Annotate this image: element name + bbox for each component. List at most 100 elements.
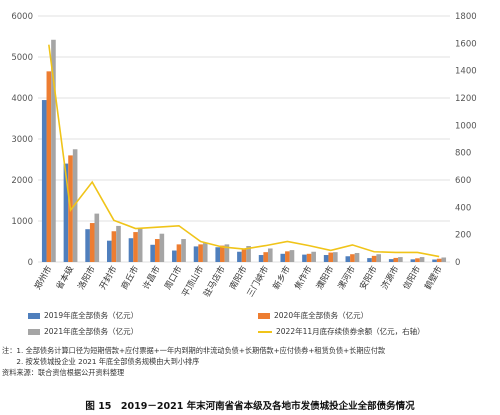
- bar-2020-12: [306, 253, 312, 262]
- y-right-tick-label: 1800: [455, 12, 477, 22]
- bar-2019-11: [280, 253, 286, 262]
- bar-2019-3: [106, 240, 112, 262]
- x-category-label: 南阳市: [227, 264, 250, 292]
- y-left-tick-label: 5000: [11, 53, 33, 63]
- bar-2019-2: [85, 229, 90, 262]
- legend-swatch-2022-line: [258, 330, 272, 333]
- bar-2020-8: [220, 245, 225, 262]
- x-category-label: 漯河市: [336, 264, 359, 292]
- y-right-tick-label: 1400: [455, 67, 477, 77]
- figure-caption: 图 15 2019－2021 年末河南省省本级及各地市发债城投企业全部债务情况: [85, 401, 415, 412]
- chart-notes: 注：1. 全部债务计算口径为短期借款+应付票据+一年内到期的非流动负债+长期借款…: [2, 345, 498, 378]
- y-left-tick-label: 1000: [11, 217, 33, 227]
- bar-2021-15: [376, 254, 382, 262]
- x-category-label: 鹤壁市: [422, 264, 445, 292]
- bar-2021-11: [289, 250, 295, 262]
- line-series-2022: [48, 44, 440, 258]
- x-category-label: 济源市: [379, 264, 402, 292]
- y-right-tick-label: 800: [455, 149, 471, 159]
- bar-2019-14: [345, 256, 351, 262]
- x-category-label: 濮阳市: [314, 264, 337, 292]
- bar-2021-14: [354, 252, 360, 262]
- bar-2019-13: [323, 255, 329, 262]
- y-right-tick-label: 1000: [455, 121, 477, 131]
- y-left-tick-label: 3000: [11, 135, 33, 145]
- bar-2021-9: [246, 246, 251, 262]
- bar-2020-0: [46, 71, 52, 262]
- note-line-2: 2. 按发债城投企业 2021 年底全部债务规模由大到小排序: [2, 357, 200, 366]
- bar-2020-17: [415, 258, 420, 262]
- legend-item-2020: 2020年底全部债务（亿元）: [258, 310, 368, 321]
- legend: 2019年底全部债务（亿元） 2020年底全部债务（亿元） 2021年底全部债务…: [0, 308, 500, 338]
- bar-2020-15: [371, 255, 377, 262]
- bar-2019-10: [258, 255, 264, 262]
- x-category-label: 商丘市: [119, 264, 142, 292]
- legend-item-2019: 2019年底全部债务（亿元）: [28, 310, 138, 321]
- bar-2021-10: [267, 248, 273, 262]
- bar-2021-8: [224, 244, 230, 262]
- bar-2020-5: [154, 239, 160, 262]
- note-source: 资料来源：联合资信根据公开资料整理: [2, 368, 125, 377]
- bar-2020-16: [393, 257, 399, 262]
- x-category-label: 信阳市: [401, 264, 424, 292]
- y-right-tick-label: 400: [455, 203, 471, 213]
- bar-2021-1: [72, 149, 78, 262]
- y-right-tick-label: 1200: [455, 94, 477, 104]
- bar-2020-10: [263, 252, 268, 262]
- x-category-label: 新乡市: [271, 264, 294, 292]
- legend-label-2020: 2020年底全部债务（亿元）: [274, 311, 369, 320]
- note-line-1: 注：1. 全部债务计算口径为短期借款+应付票据+一年内到期的非流动负债+长期借款…: [2, 346, 386, 355]
- bar-2020-18: [436, 258, 442, 262]
- bar-2019-0: [41, 100, 47, 262]
- bar-2021-13: [333, 252, 338, 262]
- y-left-tick-label: 2000: [11, 176, 33, 186]
- legend-item-2022-line: 2022年11月底存续债券余额（亿元，右轴）: [258, 326, 425, 337]
- legend-swatch-2019: [28, 312, 40, 319]
- x-category-label: 安阳市: [357, 264, 380, 292]
- bar-2019-17: [410, 259, 416, 262]
- bar-2019-5: [150, 244, 155, 262]
- bar-2019-16: [388, 259, 394, 262]
- y-left-tick-label: 4000: [11, 94, 33, 104]
- bar-2021-12: [311, 251, 316, 262]
- bar-2019-12: [302, 254, 307, 262]
- bar-2019-18: [432, 259, 437, 262]
- bar-2020-9: [241, 248, 247, 262]
- bar-2019-4: [128, 238, 134, 262]
- legend-label-2021: 2021年底全部债务（亿元）: [44, 327, 139, 336]
- bar-2020-14: [350, 254, 355, 262]
- bar-2019-6: [172, 250, 177, 262]
- y-left-tick-label: 0: [28, 258, 33, 268]
- x-category-label: 驻马店市: [201, 264, 228, 299]
- x-category-label: 开封市: [97, 264, 120, 292]
- bar-2021-5: [159, 233, 165, 262]
- bar-2020-6: [176, 244, 182, 262]
- y-left-tick-label: 6000: [11, 12, 33, 22]
- bar-2020-13: [328, 252, 334, 262]
- bar-2021-7: [202, 243, 208, 262]
- x-category-label: 周口市: [162, 264, 185, 292]
- bar-2020-3: [111, 231, 117, 262]
- bar-2019-9: [237, 251, 242, 262]
- legend-swatch-2021: [28, 328, 40, 335]
- bar-2019-7: [193, 246, 199, 262]
- bar-2020-7: [198, 244, 203, 262]
- x-category-label: 焦作市: [292, 264, 315, 292]
- x-category-label: 洛阳市: [76, 264, 99, 292]
- bar-2019-1: [63, 163, 69, 262]
- chart: 0 1000 2000 3000 4000 5000 6000 0 200 400 600 800 10…: [11, 12, 477, 299]
- bar-2019-15: [367, 258, 372, 262]
- bar-2021-18: [441, 257, 447, 262]
- bar-2020-4: [133, 232, 138, 262]
- bar-2021-3: [116, 225, 121, 262]
- x-category-label: 三门峡市: [245, 264, 272, 299]
- x-category-label: 郑州市: [32, 264, 55, 292]
- x-category-label: 省本级: [54, 264, 77, 292]
- legend-item-2021: 2021年底全部债务（亿元）: [28, 326, 138, 337]
- bar-2021-4: [137, 228, 143, 262]
- legend-swatch-2020: [258, 312, 270, 319]
- y-right-tick-label: 1600: [455, 39, 477, 49]
- bar-2021-0: [51, 39, 56, 262]
- bar-2019-8: [215, 247, 221, 262]
- bar-2021-6: [181, 239, 186, 262]
